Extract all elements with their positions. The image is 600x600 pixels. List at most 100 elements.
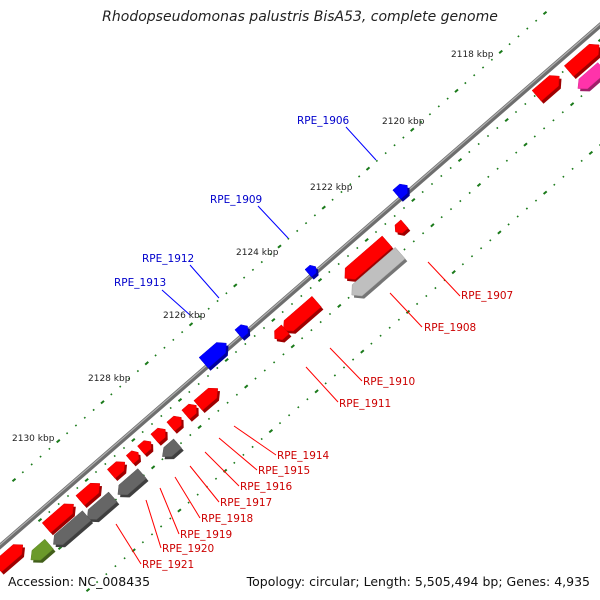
- scale-tick: [119, 385, 122, 388]
- scale-tick: [263, 369, 266, 372]
- scale-tick: [477, 142, 480, 146]
- scale-tick: [561, 70, 564, 74]
- scale-tick: [597, 38, 600, 43]
- scale-tick: [179, 441, 183, 445]
- label-leader-lines: [115, 126, 461, 565]
- gene-label-rpe-1908[interactable]: RPE_1908: [424, 322, 476, 334]
- scale-tick: [189, 433, 192, 437]
- scale-label: 2126 kbp: [163, 311, 206, 321]
- gene-label-rpe-1918[interactable]: RPE_1918: [201, 513, 253, 525]
- scale-tick: [356, 246, 359, 250]
- scale-tick: [150, 533, 154, 536]
- scale-tick: [39, 455, 42, 458]
- scale-tick: [508, 43, 511, 46]
- scale-tick: [425, 294, 428, 298]
- scale-tick: [141, 541, 145, 544]
- scale-tick: [421, 232, 425, 235]
- scale-tick: [234, 350, 238, 354]
- gene-rpe-1910: [283, 295, 322, 332]
- gene-label-rpe-1915[interactable]: RPE_1915: [258, 465, 310, 477]
- scale-tick: [515, 151, 518, 154]
- scale-tick: [92, 408, 95, 412]
- scale-tick: [317, 277, 323, 283]
- scale-tick: [496, 167, 499, 170]
- gene-label-rpe-1907[interactable]: RPE_1907: [461, 290, 513, 302]
- scale-tick: [271, 317, 276, 323]
- scale-tick: [177, 508, 182, 513]
- scale-tick: [347, 296, 350, 299]
- scale-tick: [434, 286, 437, 290]
- gene-forward-a: [41, 503, 74, 534]
- scale-tick: [364, 237, 369, 243]
- scale-tick: [21, 471, 24, 474]
- scale-tick: [481, 66, 485, 69]
- scale-tick: [486, 134, 490, 138]
- gene-label-rpe-1912[interactable]: RPE_1912: [142, 253, 194, 265]
- scale-tick: [580, 95, 583, 98]
- scale-tick: [127, 377, 131, 380]
- scale-tick: [514, 110, 518, 114]
- gene-label-rpe-1921[interactable]: RPE_1921: [142, 559, 194, 571]
- scale-tick: [169, 517, 172, 520]
- scale-tick: [388, 326, 391, 329]
- scale-tick: [454, 88, 459, 93]
- scale-tick: [251, 445, 254, 449]
- genome-title: Rhodopseudomonas palustris BisA53, compl…: [102, 9, 498, 25]
- gene-label-rpe-1910[interactable]: RPE_1910: [363, 376, 415, 388]
- scale-tick: [321, 205, 326, 210]
- scale-tick: [244, 384, 249, 389]
- leader-rpe-1914: [233, 425, 277, 456]
- scale-tick: [244, 342, 247, 346]
- scale-tick: [497, 230, 502, 235]
- scale-tick: [235, 393, 239, 396]
- scale-tick: [150, 422, 154, 426]
- scale-tick: [476, 182, 482, 187]
- scale-tick: [498, 49, 503, 54]
- scale-tick: [446, 97, 449, 100]
- scale-tick: [122, 446, 126, 450]
- scale-tick: [393, 214, 396, 218]
- gene-label-rpe-1919[interactable]: RPE_1919: [180, 529, 232, 541]
- scale-tick: [216, 299, 219, 303]
- gene-label-rpe-1914[interactable]: RPE_1914: [277, 450, 330, 462]
- scale-tick: [357, 175, 361, 178]
- scale-tick: [360, 349, 365, 354]
- scale-tick: [66, 494, 70, 498]
- scale-tick: [177, 397, 183, 403]
- scale-tick: [313, 214, 317, 217]
- gene-rpe-1913: [198, 342, 227, 369]
- scale-tick: [260, 437, 263, 441]
- gene-label-rpe-1917[interactable]: RPE_1917: [220, 497, 272, 509]
- scale-tick: [505, 159, 509, 162]
- scale-tick: [251, 268, 255, 272]
- scale-label: 2118 kbp: [451, 50, 494, 60]
- scale-tick: [260, 260, 263, 264]
- scale-tick: [351, 358, 355, 361]
- scale-tick: [262, 326, 266, 330]
- gene-rpe-1907-body: [344, 235, 393, 280]
- scale-tick: [278, 421, 282, 425]
- gene-label-rpe-1920[interactable]: RPE_1920: [162, 543, 214, 555]
- scale-tick: [207, 417, 211, 421]
- scale-tick: [242, 453, 245, 457]
- scale-tick: [504, 117, 509, 123]
- scale-tick: [214, 477, 218, 480]
- gene-label-rpe-1906[interactable]: RPE_1906: [297, 115, 350, 127]
- gene-label-rpe-1916[interactable]: RPE_1916: [240, 481, 293, 493]
- gene-label-rpe-1911[interactable]: RPE_1911: [339, 398, 391, 410]
- scale-tick: [287, 237, 290, 240]
- leader-rpe-1921: [115, 523, 142, 565]
- gene-label-rpe-1913[interactable]: RPE_1913: [114, 277, 166, 289]
- scale-tick: [163, 346, 166, 349]
- scale-tick: [561, 111, 564, 114]
- scale-tick: [206, 374, 210, 378]
- scale-tick: [104, 462, 107, 466]
- gene-label-rpe-1909[interactable]: RPE_1909: [210, 194, 262, 206]
- scale-tick: [342, 366, 346, 369]
- scale-tick: [324, 382, 327, 385]
- scale-tick: [217, 409, 220, 412]
- scale-tick: [57, 502, 60, 506]
- scale-tick: [188, 322, 194, 327]
- leader-rpe-1912: [189, 264, 220, 299]
